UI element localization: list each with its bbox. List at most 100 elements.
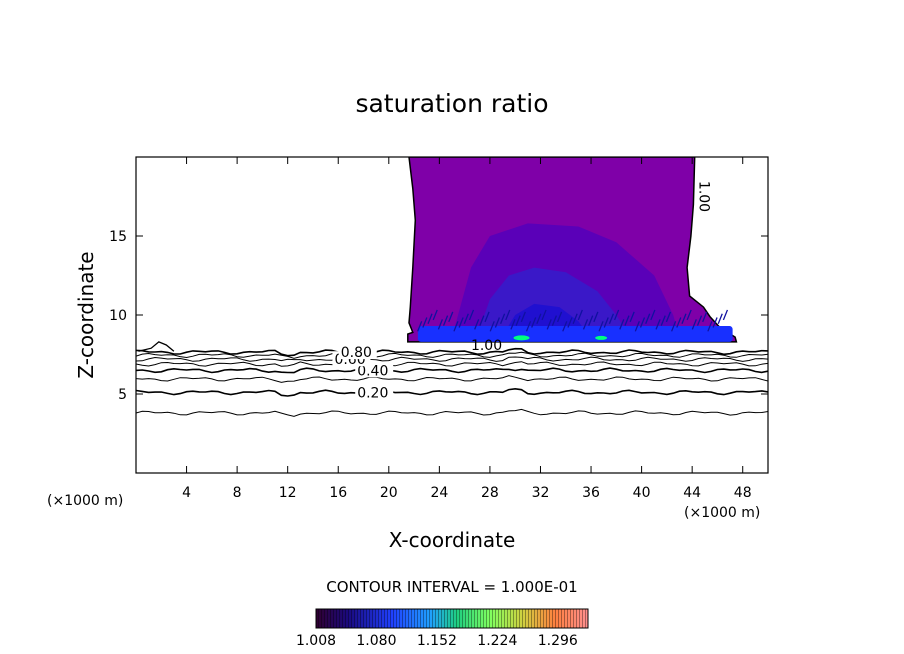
cloud-streak	[702, 311, 708, 323]
cloud-streak	[582, 319, 589, 330]
cloud-streak	[463, 313, 469, 324]
cloud-streak	[468, 309, 475, 321]
cloud-top-label: 1.00	[696, 181, 712, 212]
cloud-streak	[572, 313, 578, 324]
x-tick-label: 28	[481, 485, 499, 501]
cloud-streak	[546, 319, 552, 330]
x-tick-label: 44	[683, 485, 701, 501]
contour-label: 0.40	[357, 363, 388, 379]
x-tick-label: 32	[532, 485, 550, 501]
x-axis-label: X-coordinate	[389, 528, 516, 552]
cloud-streak	[650, 309, 656, 321]
cloud-streak	[598, 321, 604, 332]
cloud-streak	[660, 315, 666, 326]
cloud-streak	[629, 311, 635, 323]
cloud-streak	[676, 317, 682, 328]
x-tick-label: 40	[633, 485, 651, 501]
cloud-streak	[536, 313, 542, 324]
cloud-streak	[608, 313, 615, 324]
cloud-streak	[422, 317, 428, 328]
colorbar-frame	[315, 608, 589, 629]
cloud-streak	[613, 309, 620, 321]
cloud-streak	[505, 309, 511, 321]
cloud-streak	[453, 321, 459, 332]
cloud-streak	[686, 309, 692, 321]
contour-line	[136, 356, 768, 362]
contour-line	[136, 367, 768, 374]
plot-area	[136, 157, 768, 417]
cloud-streak	[577, 309, 583, 321]
colorbar-tick-label: 1.008	[296, 633, 336, 649]
cloud-streak	[691, 319, 697, 330]
contour-label-bg	[355, 384, 394, 400]
cloud-streak	[432, 309, 438, 321]
x-tick-label: 20	[380, 485, 398, 501]
cloud-streak	[474, 319, 480, 330]
cloud-streak	[531, 317, 537, 328]
cloud-streak	[442, 315, 449, 326]
x-tick-label: 24	[430, 485, 448, 501]
x-tick-label: 16	[329, 485, 347, 501]
contour-line	[136, 361, 768, 367]
x-tick-label: 36	[582, 485, 600, 501]
colorbar-tick-label: 1.152	[417, 633, 457, 649]
cloud-streak	[645, 313, 651, 324]
x-tick-label: 4	[182, 485, 191, 501]
cloud-streak	[588, 315, 594, 326]
contour-line-bump	[138, 341, 175, 352]
cloud-streak	[458, 317, 464, 328]
x-unit-right: (×1000 m)	[684, 505, 760, 521]
cloud-streak	[479, 315, 485, 326]
contour-line	[136, 408, 768, 417]
cloud-streak	[427, 313, 433, 324]
cloud-streak	[619, 319, 625, 330]
cloud-streak	[556, 311, 563, 323]
colorbar-stripes	[316, 609, 588, 628]
cloud-boundary-label: 1.00	[471, 338, 502, 354]
contour-label: 0.20	[357, 385, 388, 401]
cloud-streak	[562, 321, 568, 332]
colorbar-tick-label: 1.296	[538, 633, 578, 649]
cloud-region	[407, 157, 738, 343]
cloud-streak	[525, 321, 532, 332]
cloud-streak	[417, 321, 423, 332]
cloud-streak	[520, 311, 526, 323]
colorbar-labels: 1.008 1.080 1.152 1.224 1.296	[296, 633, 578, 649]
y-axis-ticks: 5 10 15	[109, 229, 768, 403]
cloud-streak	[515, 315, 521, 326]
cloud-streak	[712, 317, 718, 328]
contour-label: 0.80	[341, 345, 372, 361]
cloud-streak	[665, 311, 672, 323]
cloud-streak	[670, 321, 677, 332]
cloud-streak	[494, 317, 501, 328]
cloud-streak	[593, 311, 599, 323]
x-tick-label: 8	[233, 485, 242, 501]
cloud-streak	[484, 311, 490, 323]
y-tick-label: 5	[118, 387, 127, 403]
cloud-streak	[489, 321, 495, 332]
colorbar-tick-label: 1.224	[477, 633, 517, 649]
cloud-streak	[722, 309, 729, 321]
high-supersaturation-spot	[595, 335, 608, 340]
chart-title: saturation ratio	[355, 89, 548, 118]
x-tick-label: 48	[734, 485, 752, 501]
cloud-streak	[717, 313, 723, 324]
cloud-streak	[655, 319, 661, 330]
cloud-streak	[624, 315, 630, 326]
x-tick-label: 12	[279, 485, 297, 501]
cloud-streak	[681, 313, 687, 324]
colorbar-tick-label: 1.080	[356, 633, 396, 649]
cloud-streak	[603, 317, 609, 328]
cloud-streak	[499, 313, 506, 324]
contour-labels: 0.200.400.600.80 1.001.00	[332, 181, 712, 401]
cloud-streak	[634, 321, 640, 332]
contour-line	[136, 351, 768, 359]
cloud-streak	[437, 319, 443, 330]
cloud-base-band	[417, 326, 733, 342]
contour-lines	[136, 341, 768, 417]
contour-line	[136, 375, 768, 383]
cloud-streak	[448, 311, 454, 323]
contour-line	[136, 387, 768, 397]
